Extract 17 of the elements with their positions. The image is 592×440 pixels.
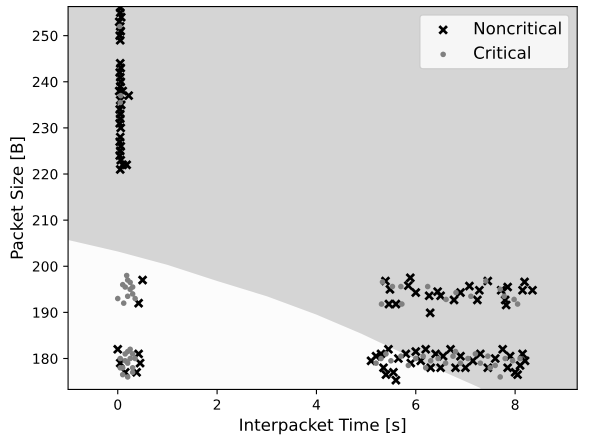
y-axis-title: Packet Size [B] bbox=[10, 138, 26, 258]
x-tick-label: 6 bbox=[412, 399, 420, 410]
y-tick-label: 180 bbox=[33, 353, 58, 364]
y-tick-label: 220 bbox=[32, 168, 58, 180]
x-tick-label: 8 bbox=[512, 399, 519, 410]
x-tick-label: 0 bbox=[114, 399, 122, 410]
y-tick-label: 230 bbox=[32, 122, 58, 134]
y-tick-label: 190 bbox=[33, 307, 58, 318]
x-tick-label: 4 bbox=[312, 400, 320, 410]
x-axis-title: Interpacket Time [s] bbox=[240, 418, 406, 434]
x-tick-label: 2 bbox=[214, 399, 220, 410]
y-tick-label: 200 bbox=[32, 261, 58, 272]
y-tick-label: 210 bbox=[32, 215, 58, 226]
y-tick-label: 240 bbox=[32, 76, 58, 88]
y-tick-label: 250 bbox=[32, 30, 58, 42]
legend-label: Noncritical bbox=[474, 22, 561, 34]
legend-label: Critical bbox=[474, 46, 530, 59]
